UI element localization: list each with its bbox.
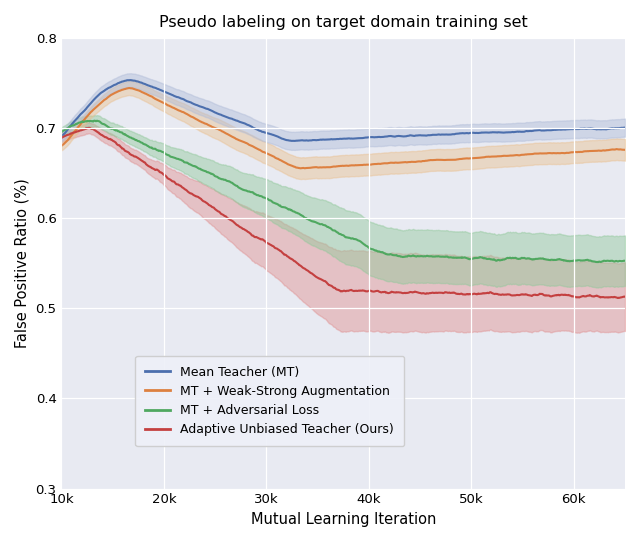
Legend: Mean Teacher (MT), MT + Weak-Strong Augmentation, MT + Adversarial Loss, Adaptiv: Mean Teacher (MT), MT + Weak-Strong Augm…	[135, 356, 404, 446]
Y-axis label: False Positive Ratio (%): False Positive Ratio (%)	[15, 178, 30, 348]
Title: Pseudo labeling on target domain training set: Pseudo labeling on target domain trainin…	[159, 15, 527, 30]
X-axis label: Mutual Learning Iteration: Mutual Learning Iteration	[250, 512, 436, 527]
